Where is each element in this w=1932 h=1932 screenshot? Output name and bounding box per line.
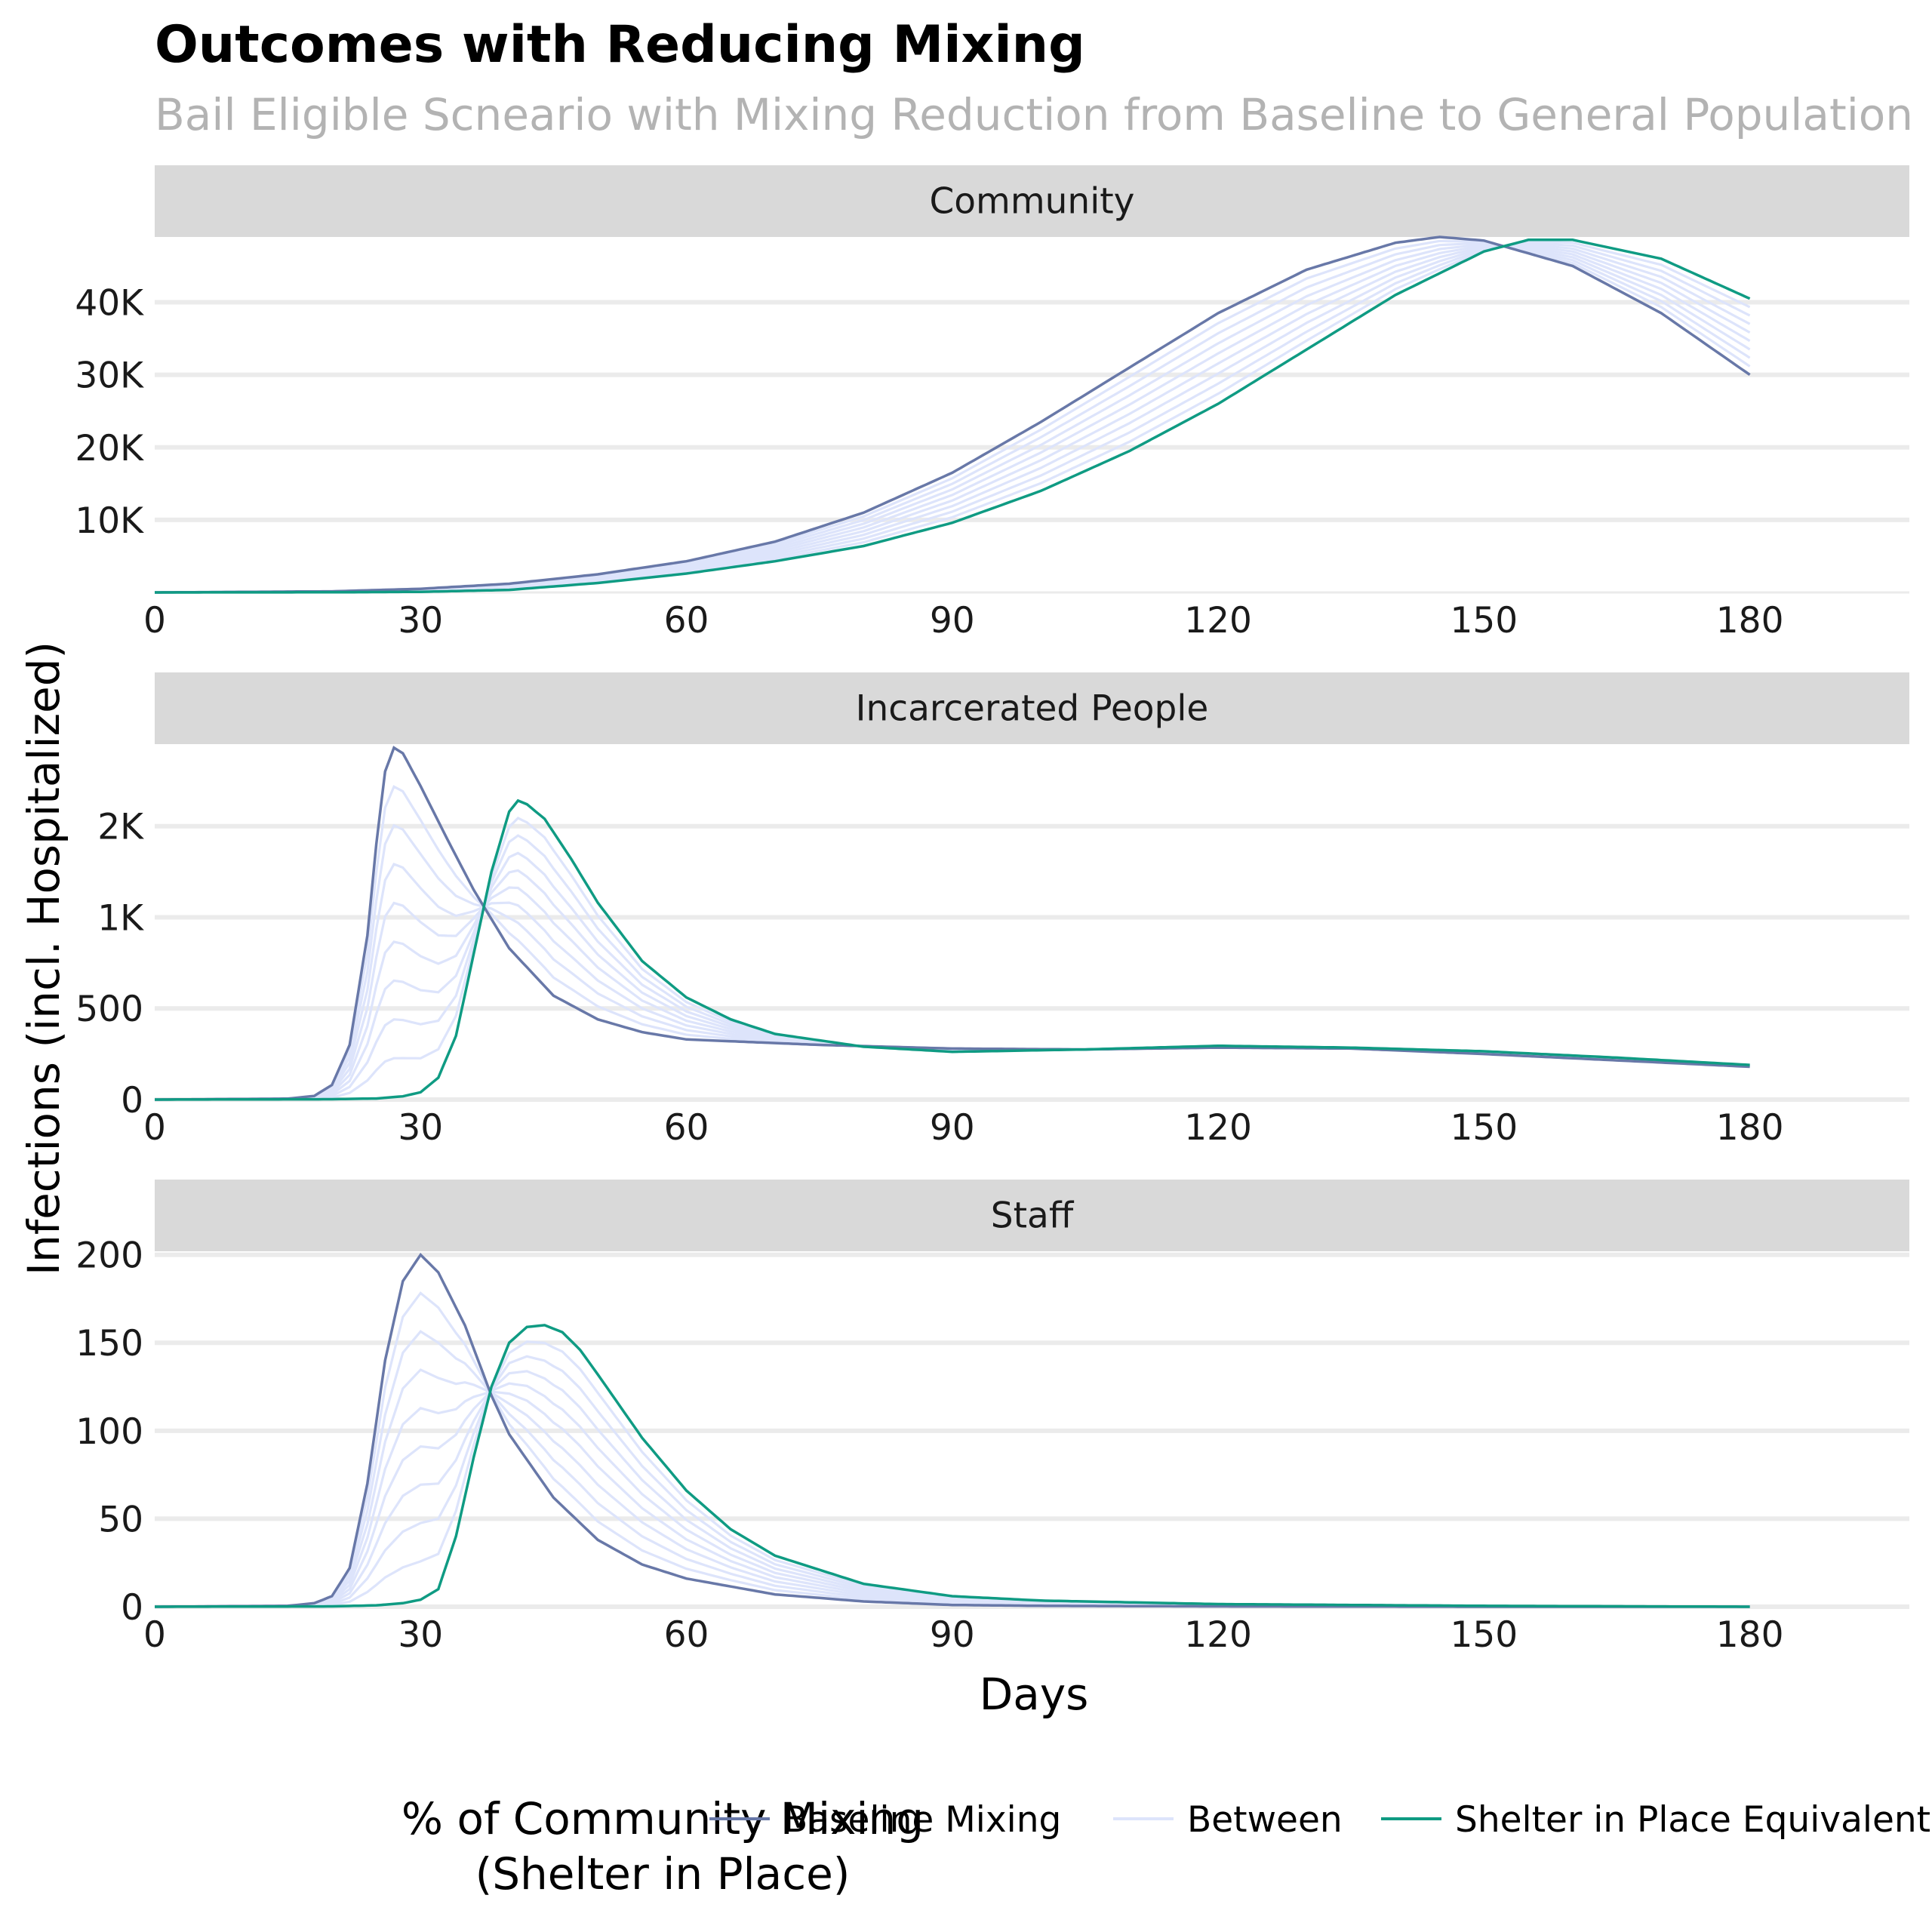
x-tick-label: 90 — [930, 600, 975, 641]
facet-panel-1: Incarcerated People 0 500 1K 2K 0 30 60 90 120 150… — [75, 672, 1909, 1149]
x-tick-label: 60 — [664, 600, 709, 641]
legend-title-line2: (Shelter in Place) — [475, 1848, 851, 1900]
series-line-between — [155, 1291, 1750, 1608]
x-tick-label: 30 — [398, 1107, 443, 1149]
series-line-between — [155, 851, 1750, 1101]
y-tick-label: 150 — [75, 1323, 143, 1364]
x-tick-label: 120 — [1184, 600, 1252, 641]
y-tick-label: 40K — [75, 283, 144, 325]
x-tick-label: 90 — [930, 1107, 975, 1149]
facet-strip — [155, 165, 1909, 237]
facet-strip — [155, 1180, 1909, 1251]
y-tick-label: 200 — [75, 1235, 143, 1277]
y-tick-label: 20K — [75, 428, 144, 469]
series-line-between — [155, 1355, 1750, 1608]
legend: % of Community Mixing (Shelter in Place)… — [401, 1793, 1930, 1900]
series-line-between — [155, 240, 1751, 594]
y-tick-label: 100 — [75, 1411, 143, 1453]
facet-strip-label: Community — [929, 181, 1134, 223]
y-tick-label: 30K — [75, 355, 144, 397]
facet-strip-label: Incarcerated People — [856, 688, 1209, 730]
facet-panel-0: Community 10K 20K 30K 40K 0 30 60 90 120 150 180 — [75, 165, 1909, 641]
facet-strip — [155, 672, 1909, 744]
series-line-between — [155, 1330, 1750, 1608]
chart-subtitle: Bail Eligible Scneario with Mixing Reduc… — [155, 89, 1913, 140]
series-line-between — [155, 834, 1750, 1101]
legend-label: Between — [1187, 1799, 1343, 1841]
x-tick-label: 150 — [1451, 1107, 1518, 1149]
y-axis-title: Infections (incl. Hospitalized) — [18, 641, 69, 1275]
y-tick-label: 10K — [75, 500, 144, 542]
x-tick-label: 60 — [664, 1614, 709, 1656]
x-tick-label: 120 — [1184, 1107, 1252, 1149]
series-line-between — [155, 1390, 1750, 1608]
x-tick-label: 90 — [930, 1614, 975, 1656]
x-tick-label: 0 — [143, 600, 166, 641]
series-line-shelter-in-place — [155, 238, 1751, 594]
series-line-between — [155, 243, 1751, 594]
series-line-between — [155, 244, 1751, 594]
y-tick-label: 0 — [121, 1587, 143, 1629]
legend-label: Baseline Mixing — [783, 1799, 1061, 1841]
facet-panel-2: Staff 0 50 100 150 200 0 30 60 90 120 150 180 — [75, 1180, 1909, 1656]
series-line-between — [155, 239, 1751, 594]
y-tick-label: 50 — [98, 1499, 143, 1540]
series-line-between — [155, 242, 1751, 594]
series-line-between — [155, 245, 1751, 594]
x-tick-label: 150 — [1451, 1614, 1518, 1656]
x-tick-label: 0 — [143, 1107, 166, 1149]
y-tick-label: 0 — [121, 1080, 143, 1121]
series-line-shelter-in-place — [155, 1324, 1750, 1608]
series-line-between — [155, 242, 1751, 594]
x-tick-label: 0 — [143, 1614, 166, 1656]
x-tick-label: 180 — [1716, 1107, 1784, 1149]
x-tick-label: 30 — [398, 1614, 443, 1656]
y-tick-label: 500 — [75, 989, 143, 1030]
x-axis-title: Days — [980, 1669, 1089, 1720]
y-tick-label: 2K — [97, 807, 144, 848]
series-line-between — [155, 817, 1750, 1101]
series-line-baseline-mixing — [155, 746, 1750, 1101]
legend-label: Shelter in Place Equivalent — [1455, 1799, 1930, 1841]
x-tick-label: 60 — [664, 1107, 709, 1149]
chart-title: Outcomes with Reducing Mixing — [155, 15, 1085, 75]
x-tick-label: 120 — [1184, 1614, 1252, 1656]
legend-entries: Baseline Mixing Between Shelter in Place E… — [709, 1799, 1930, 1841]
legend-title-line1: % of Community Mixing — [401, 1793, 924, 1844]
x-tick-label: 180 — [1716, 1614, 1784, 1656]
x-tick-label: 150 — [1451, 600, 1518, 641]
series-line-shelter-in-place — [155, 798, 1750, 1101]
facet-strip-label: Staff — [991, 1195, 1075, 1237]
series-line-baseline-mixing — [155, 235, 1751, 594]
x-tick-label: 30 — [398, 600, 443, 641]
series-line-between — [155, 242, 1751, 594]
y-tick-label: 1K — [97, 897, 144, 939]
x-tick-label: 180 — [1716, 600, 1784, 641]
